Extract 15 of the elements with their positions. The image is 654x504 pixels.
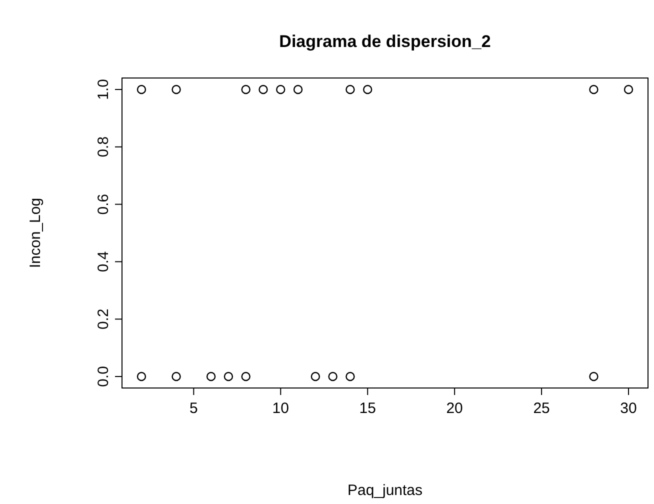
x-tick-label: 15 <box>359 400 376 417</box>
y-tick-label: 0.6 <box>95 194 112 215</box>
y-tick-label: 0.8 <box>95 136 112 158</box>
y-tick-label: 0.0 <box>95 366 112 387</box>
x-tick-label: 20 <box>446 400 463 417</box>
y-tick-label: 1.0 <box>95 79 112 100</box>
x-tick-label: 10 <box>272 400 289 417</box>
x-tick-label: 25 <box>533 400 550 417</box>
x-tick-label: 30 <box>620 400 637 417</box>
y-axis-title: Incon_Log <box>27 198 44 268</box>
chart-title: Diagrama de dispersion_2 <box>279 32 491 51</box>
x-axis-title: Paq_juntas <box>347 482 423 499</box>
y-tick-label: 0.4 <box>95 251 112 272</box>
y-tick-label: 0.2 <box>95 308 112 330</box>
x-tick-label: 5 <box>189 400 198 417</box>
